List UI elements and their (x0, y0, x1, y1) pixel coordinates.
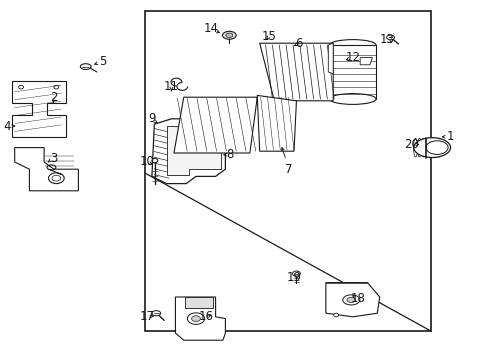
Ellipse shape (152, 311, 161, 316)
Text: 19: 19 (287, 271, 301, 284)
Text: 6: 6 (295, 37, 303, 50)
Text: 2: 2 (50, 91, 58, 104)
Text: 20: 20 (404, 138, 419, 150)
Text: 14: 14 (203, 22, 218, 35)
Text: 4: 4 (3, 120, 11, 132)
Text: 9: 9 (148, 112, 156, 125)
Ellipse shape (222, 31, 236, 39)
Text: 11: 11 (164, 80, 179, 93)
Ellipse shape (329, 94, 376, 104)
Polygon shape (328, 43, 333, 74)
Text: 5: 5 (99, 55, 107, 68)
Ellipse shape (188, 313, 205, 324)
Polygon shape (15, 148, 78, 191)
Text: 16: 16 (198, 310, 213, 323)
Ellipse shape (293, 271, 300, 276)
Polygon shape (257, 95, 296, 151)
Text: 3: 3 (50, 152, 58, 165)
Text: 18: 18 (350, 292, 365, 305)
Ellipse shape (329, 40, 376, 50)
Polygon shape (174, 97, 257, 153)
Text: 17: 17 (140, 310, 154, 323)
Ellipse shape (226, 33, 233, 37)
Polygon shape (175, 297, 225, 340)
Text: 7: 7 (285, 163, 293, 176)
Text: 13: 13 (380, 33, 394, 46)
Text: 8: 8 (226, 148, 234, 161)
Text: 15: 15 (262, 30, 277, 42)
Ellipse shape (426, 141, 448, 154)
Polygon shape (260, 43, 333, 101)
Text: 10: 10 (140, 156, 154, 168)
Ellipse shape (387, 35, 394, 40)
Polygon shape (329, 45, 376, 99)
Text: 1: 1 (447, 130, 455, 143)
Ellipse shape (414, 138, 451, 158)
Ellipse shape (334, 313, 339, 317)
Ellipse shape (192, 316, 200, 321)
Polygon shape (185, 297, 213, 308)
Ellipse shape (343, 295, 360, 305)
Polygon shape (152, 119, 225, 184)
Polygon shape (167, 126, 220, 175)
Ellipse shape (347, 297, 356, 302)
Text: 12: 12 (345, 51, 360, 64)
Polygon shape (360, 58, 372, 65)
Polygon shape (326, 283, 380, 317)
Polygon shape (12, 81, 66, 137)
Ellipse shape (152, 158, 158, 163)
